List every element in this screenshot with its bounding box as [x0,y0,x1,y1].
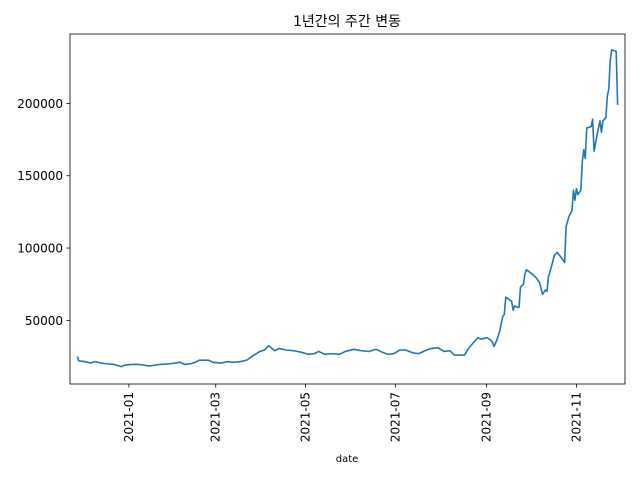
y-tick-label: 100000 [17,242,63,256]
y-tick-label: 150000 [17,169,63,183]
plot-series [76,49,619,368]
x-tick-label: 2021-09 [480,392,494,442]
series-line [76,49,619,368]
x-axis-title: date [336,454,359,465]
x-tick-label: 2021-05 [299,392,313,442]
x-axis: 2021-01 2021-03 2021-05 2021-07 2021-09 2021-… [122,384,583,442]
x-tick-label: 2021-11 [569,392,583,442]
plot-frame [69,33,626,385]
x-tick-label: 2021-07 [388,392,402,442]
y-tick-label: 200000 [17,97,63,111]
x-tick-label: 2021-01 [122,392,136,442]
x-tick-label: 2021-03 [209,392,223,442]
y-tick-label: 50000 [25,314,63,328]
y-axis: 50000 100000 150000 200000 [17,97,70,328]
chart-title: 1년간의 주간 변동 [293,14,401,30]
